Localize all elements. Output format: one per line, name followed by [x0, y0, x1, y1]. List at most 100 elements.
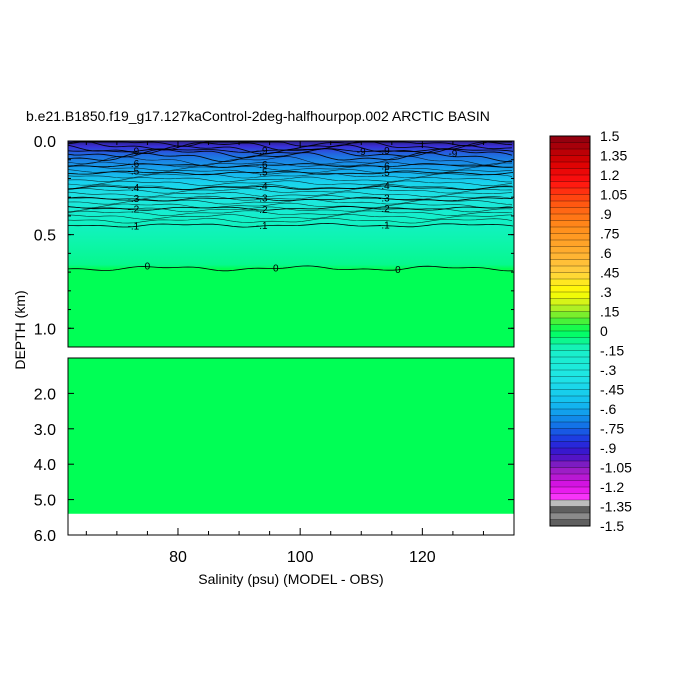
- colorbar-box: [549, 519, 591, 527]
- y-tick-label: 3.0: [34, 422, 56, 439]
- lower-panel: 2.0 3.0 4.0 5.0 6.0 80 100 120: [34, 141, 515, 566]
- contour-line: [67, 141, 512, 147]
- colorbar-box: [549, 252, 591, 260]
- contour-label: -.5: [128, 167, 140, 178]
- colorbar-label: -.15: [600, 343, 624, 359]
- contour-label: -9: [357, 147, 366, 158]
- colorbar-box: [549, 291, 591, 299]
- y-axis-label: DEPTH (km): [12, 290, 28, 369]
- contour-line-labeled: [67, 148, 514, 153]
- contour-line: [67, 169, 513, 175]
- y-tick-label: 0.5: [34, 228, 56, 245]
- y-tick-label: 5.0: [34, 493, 56, 510]
- colorbar-label: -.3: [600, 362, 617, 378]
- colorbar-label: .75: [600, 226, 620, 242]
- colorbar-label: .15: [600, 304, 620, 320]
- colorbar-box: [549, 330, 591, 338]
- contour-line: [67, 187, 513, 194]
- y-tick-label: 2.0: [34, 386, 56, 403]
- contour-label: -.1: [128, 222, 140, 233]
- colorbar-label: -1.35: [600, 499, 632, 515]
- colorbar-label: 1.35: [600, 148, 627, 164]
- contour-line-labeled: [67, 196, 514, 202]
- contour-label: -.5: [256, 168, 268, 179]
- colorbar-box: [549, 428, 591, 436]
- colorbar-box: [549, 512, 591, 520]
- contour-label: -.9: [128, 146, 140, 157]
- colorbar-box: [549, 155, 591, 163]
- colorbar-label: 0: [600, 323, 608, 339]
- colorbar-box: [549, 441, 591, 449]
- colorbar-box: [549, 506, 591, 514]
- x-ticks: 80 100 120: [85, 141, 515, 566]
- contour-label: -.1: [378, 221, 390, 232]
- colorbar-box: [549, 415, 591, 423]
- colorbar-box: [549, 389, 591, 397]
- lower-panel-frame: [67, 357, 515, 536]
- contour-line-labeled: [67, 163, 514, 168]
- x-tick-label: 120: [409, 549, 436, 566]
- y-tick-label: 1.0: [34, 321, 56, 338]
- contour-label: -.2: [256, 205, 268, 216]
- colorbar: 1.5 1.35 1.2 1.05 .9 .75 .6 .45 .3 .15 0 -.15 -.3 -.4…: [549, 128, 632, 534]
- colorbar-box: [549, 168, 591, 176]
- contour-label: 0: [395, 265, 401, 276]
- contour-label: -.6: [378, 161, 390, 172]
- colorbar-label: -.75: [600, 421, 624, 437]
- contour-label: -.3: [378, 193, 390, 204]
- x-tick-label: 80: [169, 549, 187, 566]
- colorbar-box: [549, 233, 591, 241]
- contour-label: -.4: [128, 183, 140, 194]
- colorbar-box: [549, 285, 591, 293]
- colorbar-box: [549, 207, 591, 215]
- contour-label: -.6: [128, 159, 140, 170]
- colorbar-box: [549, 369, 591, 377]
- colorbar-box: [549, 395, 591, 403]
- colorbar-box: [549, 246, 591, 254]
- x-tick-label: 100: [287, 549, 314, 566]
- contour-line-labeled: [67, 170, 514, 176]
- contour-label: -.3: [128, 194, 140, 205]
- contour-label: -.1: [256, 221, 268, 232]
- contour-line: [67, 176, 512, 183]
- colorbar-box: [549, 220, 591, 228]
- contour-label: -.5: [378, 168, 390, 179]
- colorbar-box: [549, 311, 591, 319]
- upper-y-ticks: 0.0 0.5 1.0: [34, 134, 514, 348]
- colorbar-box: [549, 382, 591, 390]
- colorbar-box: [549, 265, 591, 273]
- colorbar-box: [549, 304, 591, 312]
- contour-line: [67, 184, 513, 190]
- contour-label: -.9: [256, 146, 268, 157]
- colorbar-box: [549, 161, 591, 169]
- colorbar-box: [549, 337, 591, 345]
- colorbar-box: [549, 135, 591, 143]
- y-tick-label: 0.0: [34, 134, 56, 151]
- colorbar-box: [549, 298, 591, 306]
- colorbar-label: -1.2: [600, 479, 624, 495]
- upper-panel-frame: [67, 140, 515, 348]
- colorbar-box: [549, 181, 591, 189]
- contour-label: 0: [145, 262, 151, 273]
- contour-line: [67, 191, 513, 198]
- colorbar-label: 1.2: [600, 167, 620, 183]
- colorbar-box: [549, 480, 591, 488]
- contour-label: -.2: [378, 204, 390, 215]
- colorbar-box: [549, 194, 591, 202]
- lower-panel-fill: [68, 358, 514, 514]
- colorbar-box: [549, 454, 591, 462]
- contour-line: [67, 180, 513, 187]
- colorbar-label: .3: [600, 284, 612, 300]
- contour-line: [67, 202, 513, 209]
- upper-panel-fill: [68, 141, 514, 347]
- x-axis-label: Salinity (psu) (MODEL - OBS): [198, 571, 383, 587]
- colorbar-box: [549, 317, 591, 325]
- colorbar-box: [549, 447, 591, 455]
- colorbar-label: -.45: [600, 382, 624, 398]
- colorbar-box: [549, 259, 591, 267]
- colorbar-box: [549, 324, 591, 332]
- colorbar-label: 1.05: [600, 187, 627, 203]
- lower-y-ticks: 2.0 3.0 4.0 5.0 6.0: [34, 386, 514, 545]
- contour-line: [67, 165, 512, 171]
